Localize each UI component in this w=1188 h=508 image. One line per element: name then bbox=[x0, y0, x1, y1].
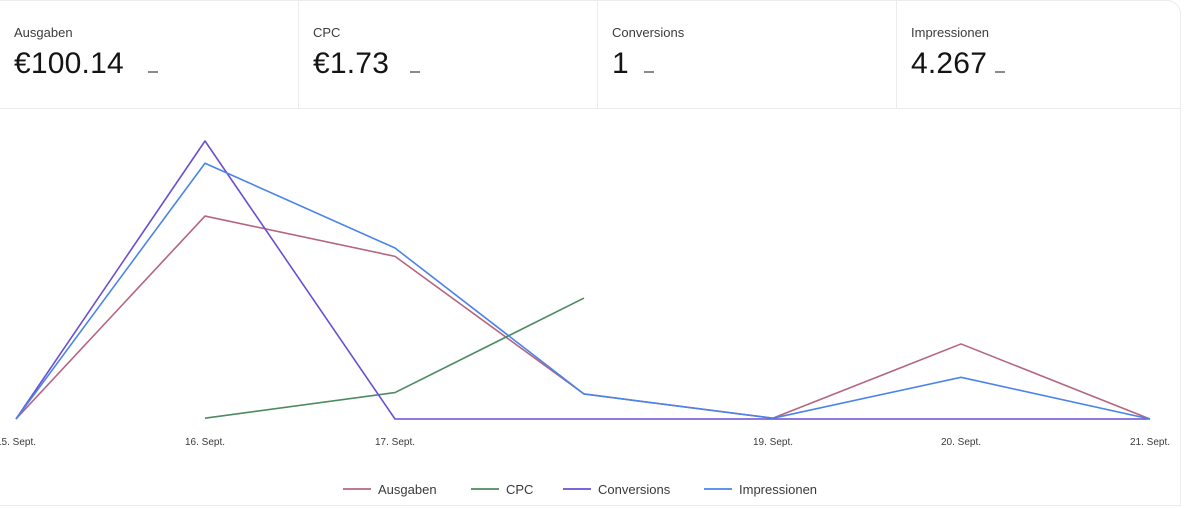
stat-ausgaben[interactable]: Ausgaben €100.14 bbox=[0, 1, 299, 108]
series-line-conversions[interactable] bbox=[15, 140, 1150, 420]
x-tick-label: 15. Sept. bbox=[0, 437, 36, 448]
stat-label: CPC bbox=[313, 25, 341, 40]
chart-legend: Ausgaben CPC Conversions Impressionen bbox=[343, 482, 817, 497]
legend-label: Ausgaben bbox=[378, 482, 437, 497]
stat-conversions[interactable]: Conversions 1 bbox=[598, 1, 897, 108]
series-line-ausgaben[interactable] bbox=[15, 215, 1151, 420]
legend-label: Conversions bbox=[598, 482, 671, 497]
stat-label: Conversions bbox=[612, 25, 685, 40]
x-tick-label: 16. Sept. bbox=[185, 437, 225, 448]
legend-item-conversions[interactable]: Conversions bbox=[563, 482, 671, 497]
stat-value: 1 bbox=[612, 47, 629, 80]
legend-item-ausgaben[interactable]: Ausgaben bbox=[343, 482, 437, 497]
series-line-cpc[interactable] bbox=[204, 297, 585, 419]
stat-change-dash bbox=[995, 71, 1005, 73]
series-layer bbox=[15, 140, 1151, 420]
stat-value: €100.14 bbox=[14, 47, 124, 80]
x-tick-label: 20. Sept. bbox=[941, 437, 981, 448]
x-tick-label: 17. Sept. bbox=[375, 437, 415, 448]
stat-change-dash bbox=[644, 71, 654, 73]
stat-label: Impressionen bbox=[911, 25, 990, 40]
legend-label: Impressionen bbox=[739, 482, 817, 497]
legend-item-cpc[interactable]: CPC bbox=[471, 482, 533, 497]
stat-impressionen[interactable]: Impressionen 4.267 bbox=[897, 1, 1181, 108]
stat-value: €1.73 bbox=[313, 47, 390, 80]
legend-label: CPC bbox=[506, 482, 533, 497]
legend-item-impressionen[interactable]: Impressionen bbox=[704, 482, 817, 497]
stat-change-dash bbox=[148, 71, 158, 73]
stats-row: Ausgaben €100.14 CPC €1.73 Conversions 1… bbox=[0, 1, 1181, 109]
series-line-impressionen[interactable] bbox=[15, 162, 1151, 420]
x-axis-ticks: 15. Sept. 16. Sept. 17. Sept. 19. Sept. 20. … bbox=[0, 437, 1170, 448]
stat-value: 4.267 bbox=[911, 47, 988, 80]
stat-label: Ausgaben bbox=[14, 25, 73, 40]
stat-cpc[interactable]: CPC €1.73 bbox=[299, 1, 598, 108]
x-tick-label: 19. Sept. bbox=[753, 437, 793, 448]
stat-change-dash bbox=[410, 71, 420, 73]
line-chart: 15. Sept. 16. Sept. 17. Sept. 19. Sept. 20. … bbox=[0, 140, 1170, 497]
x-tick-label: 21. Sept. bbox=[1130, 437, 1170, 448]
